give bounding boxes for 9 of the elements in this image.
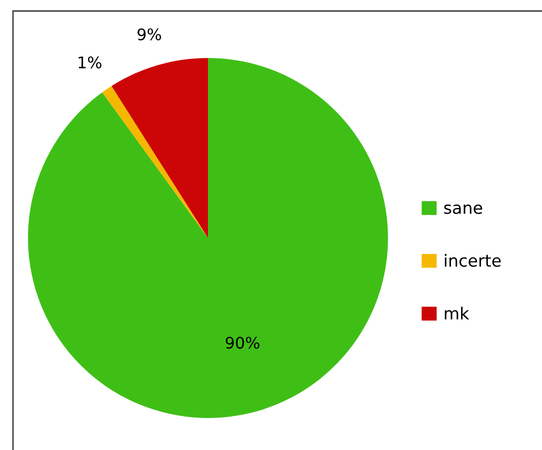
pie-slice: [28, 58, 388, 418]
pie-slice: [102, 86, 208, 238]
legend-label: sane: [444, 204, 482, 214]
data-label: 90%: [226, 336, 260, 349]
data-label: 9%: [138, 28, 162, 40]
data-label: 1%: [78, 56, 102, 68]
legend-label: incerte: [444, 254, 501, 267]
pie-slice: [112, 58, 208, 238]
legend-label: mk: [444, 306, 470, 320]
